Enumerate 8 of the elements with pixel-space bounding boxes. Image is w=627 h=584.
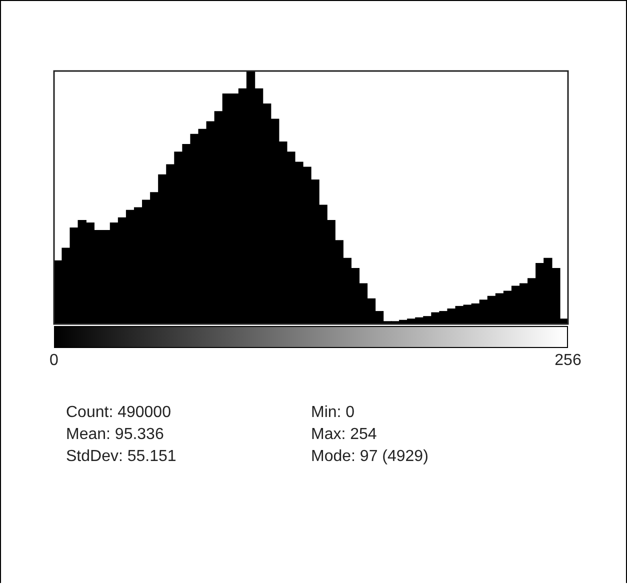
text: Max: 254: [311, 426, 378, 444]
text: Mode: 97 (4929): [311, 448, 430, 466]
x-tick-label: 256: [554, 352, 582, 370]
x-tick-label: 0: [50, 352, 59, 370]
text: StdDev: 55.151: [66, 448, 178, 466]
text: Min: 0: [311, 404, 356, 422]
text: Mean: 95.336: [66, 426, 165, 444]
text: Count: 490000: [66, 404, 172, 422]
